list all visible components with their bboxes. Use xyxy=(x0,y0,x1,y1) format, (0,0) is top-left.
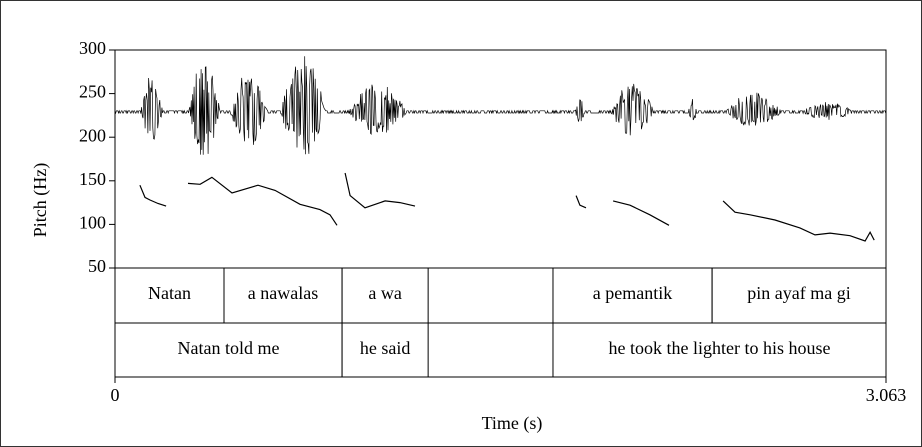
x-axis-label: Time (s) xyxy=(482,413,543,434)
pitch-contour xyxy=(139,172,875,242)
x-tick-label: 0 xyxy=(111,385,120,405)
y-tick-label: 150 xyxy=(79,169,106,189)
interval-label: he took the lighter to his house xyxy=(609,338,831,358)
y-tick-label: 100 xyxy=(79,213,106,233)
interval-label: pin ayaf ma gi xyxy=(747,283,850,303)
interval-label: Natan xyxy=(148,283,191,303)
interval-label: a wa xyxy=(368,283,401,303)
plot-frame xyxy=(114,49,887,378)
y-tick-label: 50 xyxy=(88,256,106,276)
y-tick-label: 300 xyxy=(79,38,106,58)
y-tick-label: 250 xyxy=(79,82,106,102)
interval-label: Natan told me xyxy=(178,338,280,358)
waveform-trace xyxy=(114,56,887,155)
interval-label: he said xyxy=(360,338,410,358)
y-axis-label: Pitch (Hz) xyxy=(30,163,51,237)
waveform xyxy=(114,56,887,155)
interval-label: a pemantik xyxy=(593,283,672,303)
interval-label: a nawalas xyxy=(248,283,318,303)
y-tick-label: 200 xyxy=(79,125,106,145)
x-tick-label: 3.063 xyxy=(866,385,907,405)
